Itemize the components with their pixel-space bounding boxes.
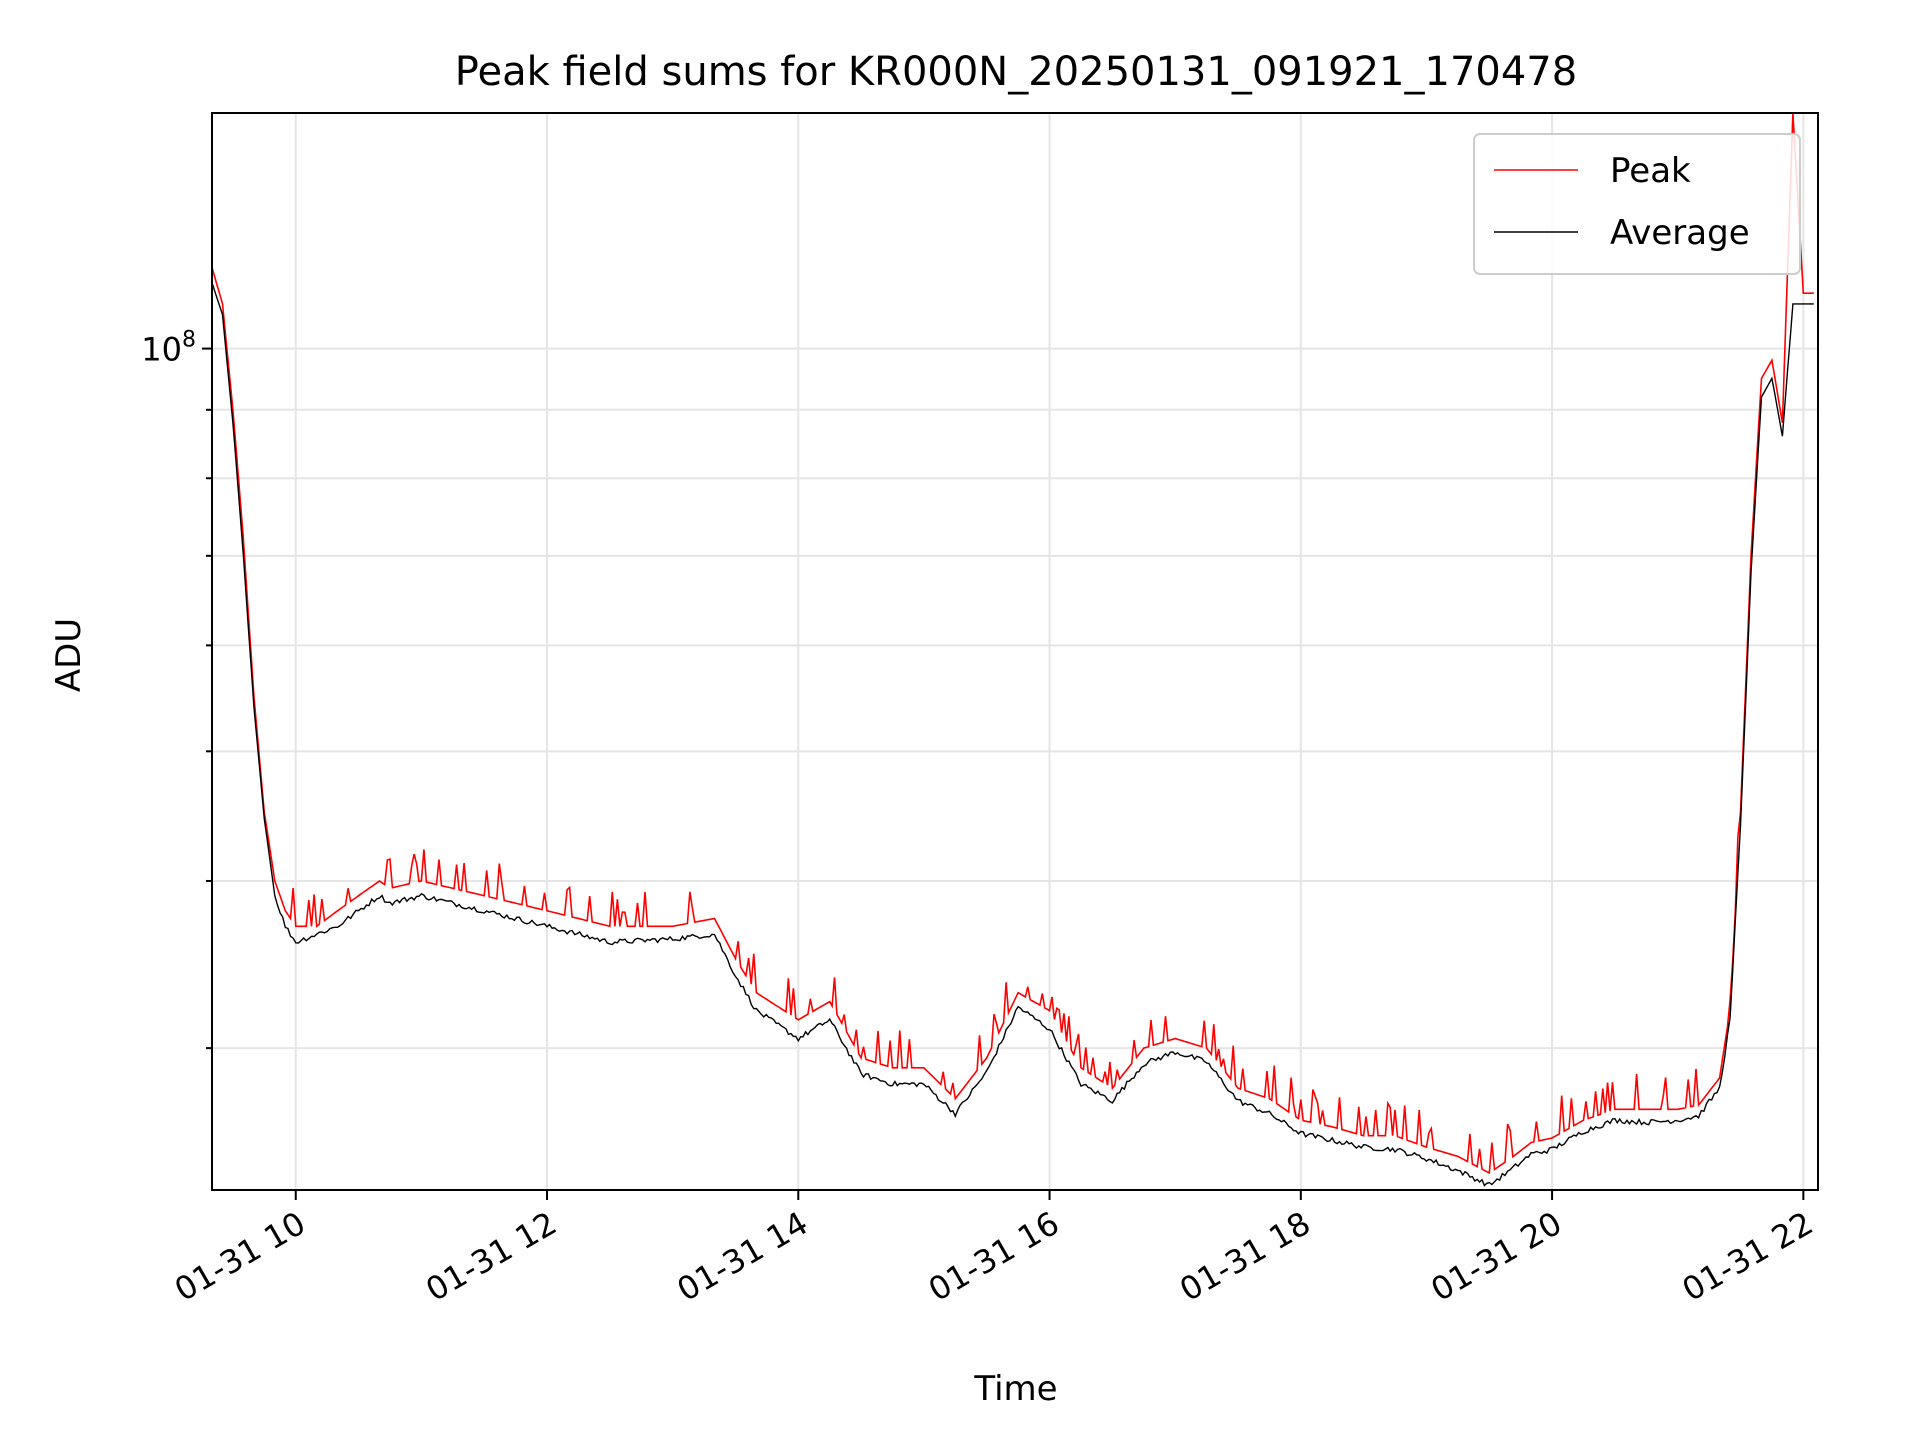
- legend: Peak Average: [1473, 133, 1801, 275]
- legend-label-peak: Peak: [1610, 151, 1691, 191]
- series-line-average: [212, 282, 1814, 1187]
- chart-title: Peak field sums for KR000N_20250131_0919…: [455, 49, 1577, 95]
- series-line-peak: [212, 113, 1814, 1175]
- y-tick-label: 108: [141, 328, 196, 369]
- grid: [212, 113, 1818, 1190]
- legend-box: [1473, 133, 1801, 275]
- plot-frame: [211, 112, 1819, 1191]
- y-axis-label: ADU: [49, 618, 89, 692]
- legend-label-average: Average: [1610, 213, 1750, 253]
- series-layer: [212, 113, 1814, 1187]
- x-axis-label: Time: [973, 1369, 1057, 1409]
